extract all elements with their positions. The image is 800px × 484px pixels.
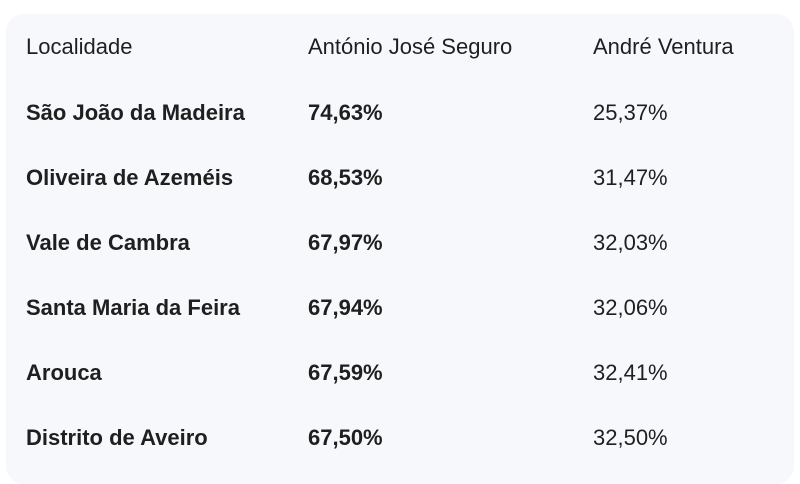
- seguro-cell: 67,59%: [308, 359, 383, 385]
- seguro-cell: 74,63%: [308, 99, 383, 125]
- table-row: Arouca 67,59% 32,41%: [6, 340, 793, 405]
- locality-cell: Distrito de Aveiro: [26, 424, 208, 450]
- header-seguro: António José Seguro: [308, 34, 513, 59]
- locality-cell: São João da Madeira: [26, 99, 245, 125]
- locality-cell: Santa Maria da Feira: [26, 294, 240, 320]
- table-row: São João da Madeira 74,63% 25,37%: [6, 80, 793, 145]
- ventura-cell: 32,03%: [593, 229, 668, 255]
- ventura-cell: 32,41%: [593, 359, 668, 385]
- results-table: Localidade António José Seguro André Ven…: [6, 14, 793, 470]
- table-row: Distrito de Aveiro 67,50% 32,50%: [6, 405, 793, 470]
- header-locality: Localidade: [26, 34, 133, 59]
- table-row: Vale de Cambra 67,97% 32,03%: [6, 210, 793, 275]
- table-header-row: Localidade António José Seguro André Ven…: [6, 14, 793, 80]
- seguro-cell: 67,97%: [308, 229, 383, 255]
- results-card: Localidade António José Seguro André Ven…: [6, 14, 794, 484]
- ventura-cell: 31,47%: [593, 164, 668, 190]
- locality-cell: Arouca: [26, 359, 102, 385]
- header-ventura: André Ventura: [593, 34, 734, 59]
- locality-cell: Vale de Cambra: [26, 229, 190, 255]
- seguro-cell: 68,53%: [308, 164, 383, 190]
- table-row: Santa Maria da Feira 67,94% 32,06%: [6, 275, 793, 340]
- seguro-cell: 67,50%: [308, 424, 383, 450]
- ventura-cell: 32,50%: [593, 424, 668, 450]
- seguro-cell: 67,94%: [308, 294, 383, 320]
- ventura-cell: 25,37%: [593, 99, 668, 125]
- locality-cell: Oliveira de Azeméis: [26, 164, 234, 190]
- ventura-cell: 32,06%: [593, 294, 668, 320]
- table-row: Oliveira de Azeméis 68,53% 31,47%: [6, 145, 793, 210]
